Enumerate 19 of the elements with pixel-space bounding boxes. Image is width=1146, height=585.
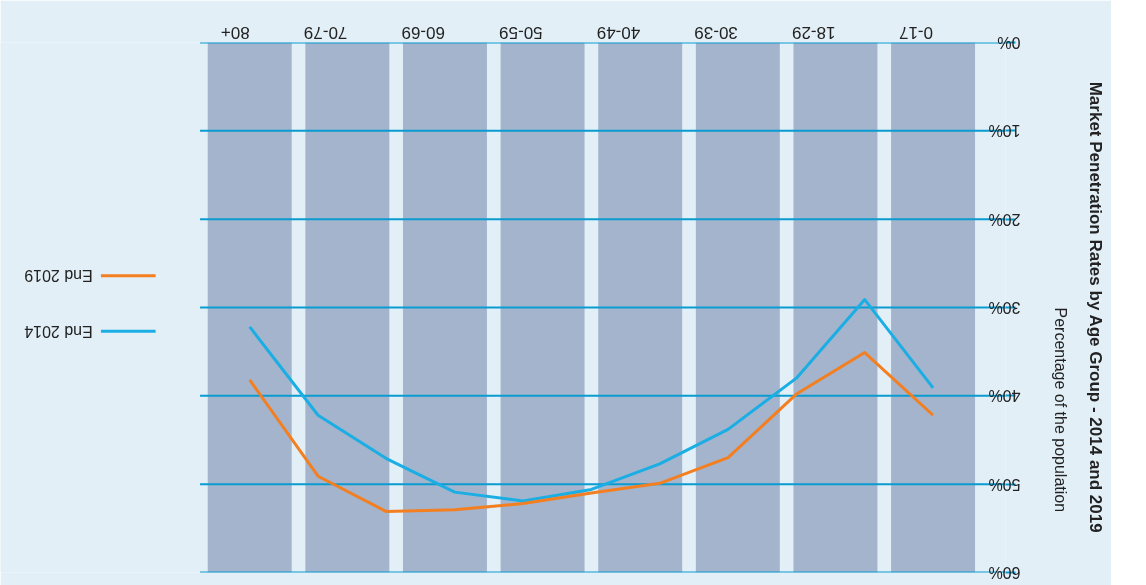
y-tick-label: 10%	[988, 122, 1021, 140]
y-tick-label: 20%	[988, 210, 1021, 228]
text: 30-39	[694, 22, 738, 42]
y-tick-label: 30%	[988, 299, 1021, 316]
text: Market Penetration Rates by Age Group - 2014 and 2019	[1085, 81, 1105, 533]
y-axis-title: Percentage of the population	[1052, 307, 1070, 513]
text: 18-29	[791, 22, 836, 42]
legend-label: End 2014	[24, 322, 93, 340]
text: 0-17	[899, 22, 934, 42]
y-tick-label: 50%	[988, 475, 1021, 493]
text: 50-59	[499, 22, 543, 42]
y-tick-label: 0%	[997, 34, 1021, 51]
text: 40-49	[596, 22, 641, 42]
text: 60-69	[401, 22, 445, 42]
y-tick-label: 40%	[988, 387, 1021, 405]
text: 80+	[220, 22, 250, 42]
text: 70-79	[303, 22, 348, 42]
legend-label: End 2019	[24, 267, 93, 285]
y-tick-label: 60%	[988, 564, 1021, 581]
